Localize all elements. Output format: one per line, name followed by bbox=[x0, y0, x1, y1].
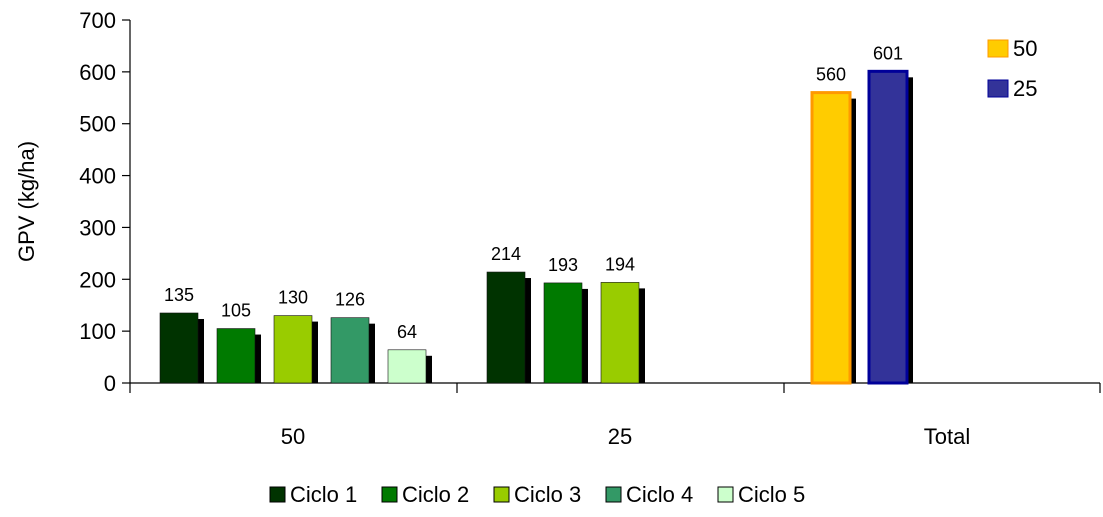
data-label: 560 bbox=[816, 65, 846, 85]
data-label: 126 bbox=[335, 290, 365, 310]
data-label: 601 bbox=[873, 43, 903, 63]
legend-label: Ciclo 4 bbox=[626, 482, 693, 507]
y-tick-label: 0 bbox=[104, 371, 116, 396]
x-tick-label: 50 bbox=[281, 424, 305, 449]
data-label: 135 bbox=[164, 285, 194, 305]
legend-swatch bbox=[605, 486, 622, 503]
x-tick-label: 25 bbox=[608, 424, 632, 449]
data-label: 105 bbox=[221, 301, 251, 321]
bar bbox=[600, 282, 640, 384]
x-tick-label: Total bbox=[924, 424, 970, 449]
y-tick-label: 400 bbox=[79, 164, 116, 189]
bar bbox=[159, 312, 199, 384]
legend-label: 50 bbox=[1013, 36, 1037, 61]
bar bbox=[387, 349, 427, 384]
bar bbox=[273, 315, 313, 384]
y-tick-label: 100 bbox=[79, 319, 116, 344]
bar bbox=[867, 69, 909, 385]
bar bbox=[543, 282, 583, 384]
legend-label: Ciclo 2 bbox=[402, 482, 469, 507]
legend-swatch bbox=[987, 39, 1009, 58]
bar bbox=[330, 317, 370, 384]
y-tick-label: 500 bbox=[79, 112, 116, 137]
legend-swatch bbox=[493, 486, 510, 503]
bar bbox=[810, 91, 852, 385]
y-tick-label: 300 bbox=[79, 215, 116, 240]
bar bbox=[486, 271, 526, 384]
legend-swatch bbox=[269, 486, 286, 503]
legend-label: Ciclo 3 bbox=[514, 482, 581, 507]
y-tick-label: 600 bbox=[79, 60, 116, 85]
bar bbox=[216, 328, 256, 384]
data-label: 193 bbox=[548, 255, 578, 275]
y-axis-title: GPV (kg/ha) bbox=[14, 141, 39, 262]
legend-label: Ciclo 5 bbox=[738, 482, 805, 507]
data-label: 130 bbox=[278, 288, 308, 308]
data-label: 194 bbox=[605, 254, 635, 274]
y-tick-label: 700 bbox=[79, 8, 116, 33]
legend-swatch bbox=[717, 486, 734, 503]
legend-label: Ciclo 1 bbox=[290, 482, 357, 507]
legend-swatch bbox=[381, 486, 398, 503]
data-label: 64 bbox=[397, 322, 417, 342]
legend-label: 25 bbox=[1013, 76, 1037, 101]
data-label: 214 bbox=[491, 244, 521, 264]
y-tick-label: 200 bbox=[79, 267, 116, 292]
legend-swatch bbox=[987, 79, 1009, 98]
